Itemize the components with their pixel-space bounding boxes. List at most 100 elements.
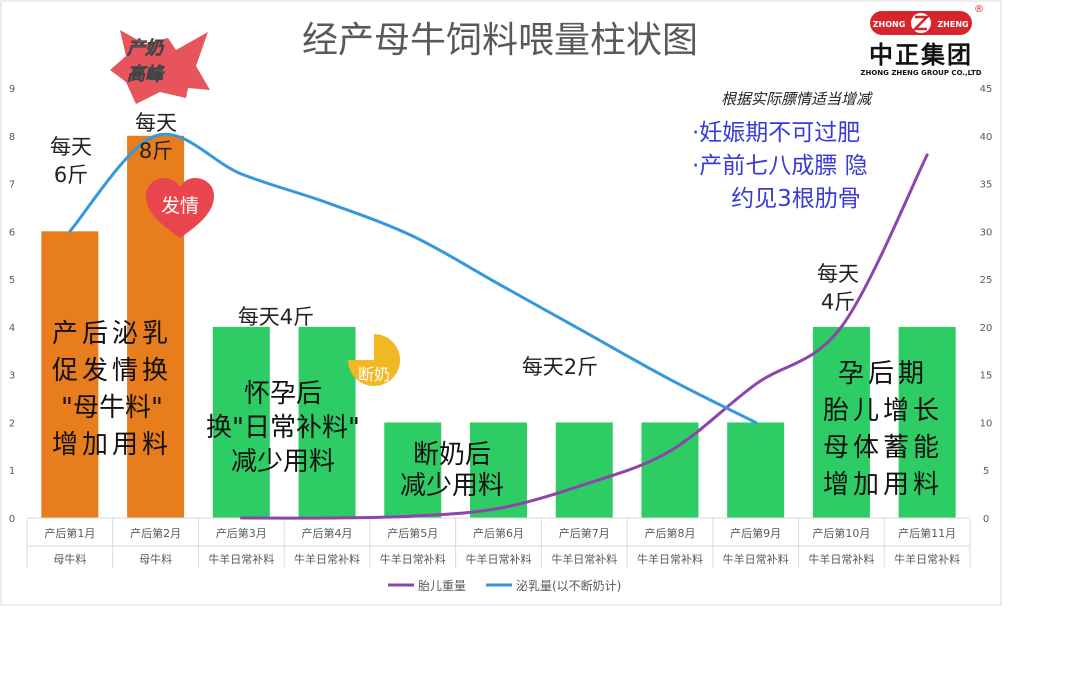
legend-label-fetal-weight: 胎儿重量 <box>418 579 466 593</box>
x-subcategory-label: 牛羊日常补料 <box>551 552 617 566</box>
y-right-tick-label: 15 <box>980 371 993 382</box>
condition-point-2: ·产前七八成膘 隐 <box>692 153 868 179</box>
bar-产后第7月 <box>555 422 613 518</box>
peak-star-badge: 产奶 高峰 <box>110 30 210 104</box>
legend-label-lactation: 泌乳量(以不断奶计) <box>516 578 621 593</box>
y-right-tick-label: 0 <box>983 514 989 525</box>
feed-label-m2-line-2: 8斤 <box>139 139 173 163</box>
feed-label-m10-11-line-2: 4斤 <box>821 290 855 314</box>
x-subcategory-label: 母牛料 <box>139 552 172 566</box>
stage-weaning-line-2: 减少用料 <box>400 471 504 501</box>
x-subcategory-label: 牛羊日常补料 <box>208 552 274 566</box>
condition-point-1: ·妊娠期不可过肥 <box>692 120 860 146</box>
stage-lactation-text: 产后泌乳 促发情换 "母牛料" 增加用料 <box>52 319 172 460</box>
legend: 胎儿重量 泌乳量(以不断奶计) <box>388 578 621 593</box>
heart-shape <box>146 178 214 238</box>
bar-series <box>41 135 956 519</box>
x-tick-label: 产后第9月 <box>730 526 781 540</box>
peak-star-line-1: 产奶 <box>126 38 165 59</box>
x-tick-label: 产后第7月 <box>559 526 610 540</box>
bar-产后第10月 <box>812 326 870 518</box>
x-tick-label: 产后第4月 <box>302 526 353 540</box>
y-left-tick-label: 2 <box>9 418 15 429</box>
y-right-tick-label: 35 <box>980 180 993 191</box>
x-tick-label: 产后第2月 <box>130 526 181 540</box>
condition-note-heading: 根据实际膘情适当增减 <box>721 90 873 108</box>
x-subcategory-label: 牛羊日常补料 <box>294 552 360 566</box>
stage-lactation-line-1: 产后泌乳 <box>52 319 172 349</box>
stage-lactation-line-2: 促发情换 <box>52 356 172 386</box>
y-right-tick-label: 20 <box>980 323 993 334</box>
heart-label: 发情 <box>161 195 199 217</box>
x-subcategory-label: 母牛料 <box>53 552 86 566</box>
stage-late-line-1: 孕后期 <box>838 359 928 389</box>
y-left-tick-label: 6 <box>9 227 15 238</box>
weaning-badge: 断奶 <box>348 334 400 386</box>
line-series-lactation <box>68 132 758 424</box>
bar-产后第4月 <box>298 326 356 518</box>
bar-产后第9月 <box>727 422 785 518</box>
stage-pregnancy-line-3: 减少用料 <box>231 447 335 477</box>
y-left-tick-label: 9 <box>9 84 15 95</box>
logo-registered-mark: ® <box>974 4 984 15</box>
bar-产后第6月 <box>470 422 527 518</box>
y-right-tick-label: 10 <box>980 418 993 429</box>
chart-title: 经产母牛饲料喂量柱状图 <box>302 20 698 61</box>
stage-weaning-line-1: 断奶后 <box>413 440 491 470</box>
feed-label-m1-line-2: 6斤 <box>54 163 88 187</box>
x-tick-label: 产后第11月 <box>898 526 956 540</box>
bar-产后第3月 <box>212 326 270 518</box>
y-left-tick-label: 3 <box>9 371 15 382</box>
stage-pregnancy-text: 怀孕后 换"日常补料" 减少用料 <box>206 379 360 477</box>
feed-labels: 每天 6斤 每天 8斤 每天4斤 每天2斤 每天 4斤 <box>50 111 859 379</box>
weaning-badge-label: 断奶 <box>358 365 390 384</box>
feed-label-m1-line-1: 每天 <box>50 135 92 159</box>
y-right-tick-label: 45 <box>980 84 993 95</box>
y-left-tick-label: 1 <box>9 466 15 477</box>
stage-late-pregnancy-text: 孕后期 胎儿增长 母体蓄能 增加用料 <box>823 359 943 500</box>
bar-产后第1月 <box>41 231 99 519</box>
condition-point-3: 约见3根肋骨 <box>731 186 861 212</box>
company-logo: ZHONG ZHENG ® 中正集团 ZHONG ZHENG GROUP CO.… <box>860 4 984 77</box>
condition-note: 根据实际膘情适当增减 ·妊娠期不可过肥 ·产前七八成膘 隐 约见3根肋骨 <box>692 90 873 212</box>
bar-产后第5月 <box>384 422 442 518</box>
line-series-fetal-weight <box>239 153 929 520</box>
y-left-tick-label: 5 <box>9 275 15 286</box>
stage-late-line-2: 胎儿增长 <box>823 396 943 426</box>
x-tick-label: 产后第3月 <box>216 526 267 540</box>
x-tick-label: 产后第10月 <box>812 526 870 540</box>
bar-产后第11月 <box>898 326 956 518</box>
logo-badge-left: ZHONG <box>873 20 906 29</box>
stage-late-line-4: 增加用料 <box>823 470 943 500</box>
y-axis-left: 0 1 2 3 4 5 6 7 8 9 <box>9 84 15 525</box>
weaning-badge-shape <box>348 334 400 386</box>
stage-pregnancy-line-2: 换"日常补料" <box>206 413 360 443</box>
stage-pregnancy-line-1: 怀孕后 <box>244 379 322 409</box>
x-tick-label: 产后第6月 <box>473 526 524 540</box>
stage-late-line-3: 母体蓄能 <box>823 433 943 463</box>
feed-label-m10-11-line-1: 每天 <box>817 262 859 286</box>
y-left-tick-label: 7 <box>9 180 15 191</box>
x-subcategory-label: 牛羊日常补料 <box>723 552 789 566</box>
x-tick-label: 产后第8月 <box>644 526 695 540</box>
feed-label-m5-9: 每天2斤 <box>522 355 598 379</box>
y-left-tick-label: 8 <box>9 132 15 143</box>
y-axis-right: 0 5 10 15 20 25 30 35 40 45 <box>980 84 993 525</box>
y-left-tick-label: 4 <box>9 323 15 334</box>
line-series <box>68 132 929 520</box>
y-right-tick-label: 30 <box>980 227 993 238</box>
stage-weaning-text: 断奶后 减少用料 <box>400 440 504 501</box>
x-tick-label: 产后第5月 <box>387 526 438 540</box>
stage-lactation-line-3: "母牛料" <box>61 393 163 423</box>
y-right-tick-label: 40 <box>980 132 993 143</box>
logo-z-icon <box>911 15 931 31</box>
logo-badge-right: ZHENG <box>937 20 968 29</box>
x-axis: 产后第1月母牛料产后第2月母牛料产后第3月牛羊日常补料产后第4月牛羊日常补料产后… <box>26 517 971 568</box>
estrus-heart-badge: 发情 <box>146 178 214 238</box>
star-shape <box>110 30 210 104</box>
stage-lactation-line-4: 增加用料 <box>52 430 172 460</box>
x-subcategory-label: 牛羊日常补料 <box>466 552 532 566</box>
peak-star-line-2: 高峰 <box>127 64 166 85</box>
feed-label-m2-line-1: 每天 <box>135 111 177 135</box>
